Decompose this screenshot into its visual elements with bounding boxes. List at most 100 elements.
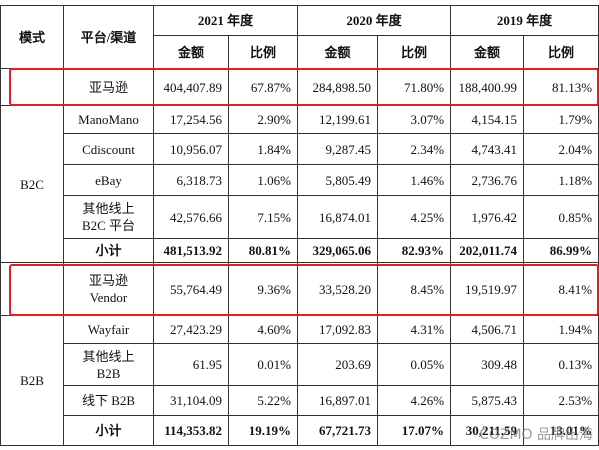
value-cell: 5,805.49 — [297, 164, 379, 196]
value-cell: 4.60% — [227, 315, 299, 344]
header-cell: 平台/渠道 — [63, 5, 154, 69]
sub-header: 比例 — [227, 35, 299, 69]
channel-cell: 其他线上 B2C 平台 — [63, 195, 154, 239]
sub-header: 比例 — [523, 35, 599, 69]
value-cell: 1.79% — [523, 105, 599, 134]
value-cell: 12,199.61 — [297, 105, 379, 134]
value-cell: 202,011.74 — [450, 238, 525, 263]
value-cell: 114,353.82 — [153, 415, 229, 446]
value-cell: 4.31% — [377, 315, 452, 344]
sub-header: 金额 — [153, 35, 229, 69]
value-cell: 2.34% — [377, 133, 452, 165]
table-row: 其他线上 B2C 平台 42,576.66 7.15% 16,874.01 4.25% 1… — [1, 195, 599, 239]
value-cell: 1.84% — [227, 133, 299, 165]
value-cell: 0.01% — [227, 343, 299, 386]
value-cell: 203.69 — [297, 343, 379, 386]
value-cell: 329,065.06 — [297, 238, 379, 263]
highlight-box — [9, 264, 599, 316]
table-row: eBay 6,318.73 1.06% 5,805.49 1.46% 2,736.76 1.… — [1, 164, 599, 196]
value-cell: 27,423.29 — [153, 315, 229, 344]
value-cell: 2.90% — [227, 105, 299, 134]
table-row: Cdiscount 10,956.07 1.84% 9,287.45 2.34% 4,74… — [1, 133, 599, 165]
value-cell: 5,875.43 — [450, 385, 525, 416]
value-cell: 0.13% — [523, 343, 599, 386]
channel-cell: 小计 — [63, 238, 154, 263]
value-cell: 481,513.92 — [153, 238, 229, 263]
sub-header: 比例 — [377, 35, 452, 69]
value-cell: 6,318.73 — [153, 164, 229, 196]
channel-cell: Wayfair — [63, 315, 154, 344]
value-cell: 67,721.73 — [297, 415, 379, 446]
year-header: 2021 年度 — [152, 5, 299, 36]
mode-cell: B2C — [0, 105, 64, 263]
value-cell: 80.81% — [227, 238, 299, 263]
value-cell: 71.80% — [377, 68, 452, 106]
channel-cell: eBay — [63, 164, 154, 196]
value-cell: 16,874.01 — [297, 195, 379, 239]
value-cell: 4,743.41 — [450, 133, 525, 165]
value-cell: 9.36% — [227, 262, 299, 316]
value-cell: 0.05% — [377, 343, 452, 386]
value-cell: 9,287.45 — [297, 133, 379, 165]
sub-header: 金额 — [297, 35, 379, 69]
value-cell: 404,407.89 — [153, 68, 229, 106]
value-cell: 4,154.15 — [450, 105, 525, 134]
value-cell: 31,104.09 — [153, 385, 229, 416]
value-cell: 2.53% — [523, 385, 599, 416]
table-row: 模式 平台/渠道 2021 年度 2020 年度 2019 年度 — [0, 5, 599, 69]
channel-cell: 小计 — [63, 415, 154, 446]
value-cell: 10,956.07 — [153, 133, 229, 165]
value-cell: 16,897.01 — [297, 385, 379, 416]
value-cell: 4.25% — [377, 195, 452, 239]
sub-header: 金额 — [450, 35, 525, 69]
value-cell: 19.19% — [227, 415, 299, 446]
year-header: 2020 年度 — [297, 5, 452, 36]
channel-cell: Cdiscount — [63, 133, 154, 165]
value-cell: 1,976.42 — [450, 195, 525, 239]
value-cell: 2,736.76 — [450, 164, 525, 196]
value-cell: 309.48 — [450, 343, 525, 386]
data-table: 模式 平台/渠道 2021 年度 2020 年度 2019 年度 金额 比例 金额 比例 金额 比例… — [0, 5, 599, 446]
value-cell: 42,576.66 — [153, 195, 229, 239]
header-cell: 模式 — [0, 5, 64, 69]
value-cell: 13.01% — [523, 415, 599, 446]
highlight-box — [9, 68, 599, 106]
value-cell: 30,211.59 — [450, 415, 525, 446]
channel-cell: 亚马逊 Vendor — [63, 262, 154, 316]
mode-cell: B2B — [0, 315, 64, 446]
value-cell: 17,254.56 — [153, 105, 229, 134]
value-cell: 4,506.71 — [450, 315, 525, 344]
channel-cell: 其他线上 B2B — [63, 343, 154, 386]
value-cell: 4.26% — [377, 385, 452, 416]
table-row: 金额 比例 金额 比例 金额 比例 — [1, 35, 599, 69]
value-cell: 188,400.99 — [450, 68, 525, 106]
table-row: 小计 114,353.82 19.19% 67,721.73 17.07% 30,211.… — [1, 415, 599, 446]
value-cell: 2.04% — [523, 133, 599, 165]
value-cell: 3.07% — [377, 105, 452, 134]
channel-cell: 线下 B2B — [63, 385, 154, 416]
table-row: B2B Wayfair 27,423.29 4.60% 17,092.83 4.31% 4,… — [0, 315, 599, 446]
value-cell: 1.94% — [523, 315, 599, 344]
table-row: 其他线上 B2B 61.95 0.01% 203.69 0.05% 309.48 0.13% — [1, 343, 599, 386]
table-row: 线下 B2B 31,104.09 5.22% 16,897.01 4.26% 5,875.… — [1, 385, 599, 416]
value-cell: 55,764.49 — [153, 262, 229, 316]
channel-cell: 亚马逊 — [63, 68, 154, 106]
table-row: 小计 481,513.92 80.81% 329,065.06 82.93% 202,01… — [1, 238, 599, 263]
value-cell: 1.46% — [377, 164, 452, 196]
value-cell: 0.85% — [523, 195, 599, 239]
table-row: B2C ManoMano 17,254.56 2.90% 12,199.61 3.07% 4… — [0, 105, 599, 263]
year-header: 2019 年度 — [450, 5, 599, 36]
watermark: COZMO 品牌出海 — [479, 427, 593, 443]
value-cell: 86.99% — [523, 238, 599, 263]
table-row: 亚马逊 Vendor 55,764.49 9.36% 33,528.20 8.45% 19… — [0, 262, 599, 316]
value-cell: 5.22% — [227, 385, 299, 416]
value-cell: 17,092.83 — [297, 315, 379, 344]
value-cell: 7.15% — [227, 195, 299, 239]
value-cell: 1.06% — [227, 164, 299, 196]
value-cell: 17.07% — [377, 415, 452, 446]
channel-cell: ManoMano — [63, 105, 154, 134]
value-cell: 61.95 — [153, 343, 229, 386]
value-cell: 1.18% — [523, 164, 599, 196]
value-cell: 82.93% — [377, 238, 452, 263]
